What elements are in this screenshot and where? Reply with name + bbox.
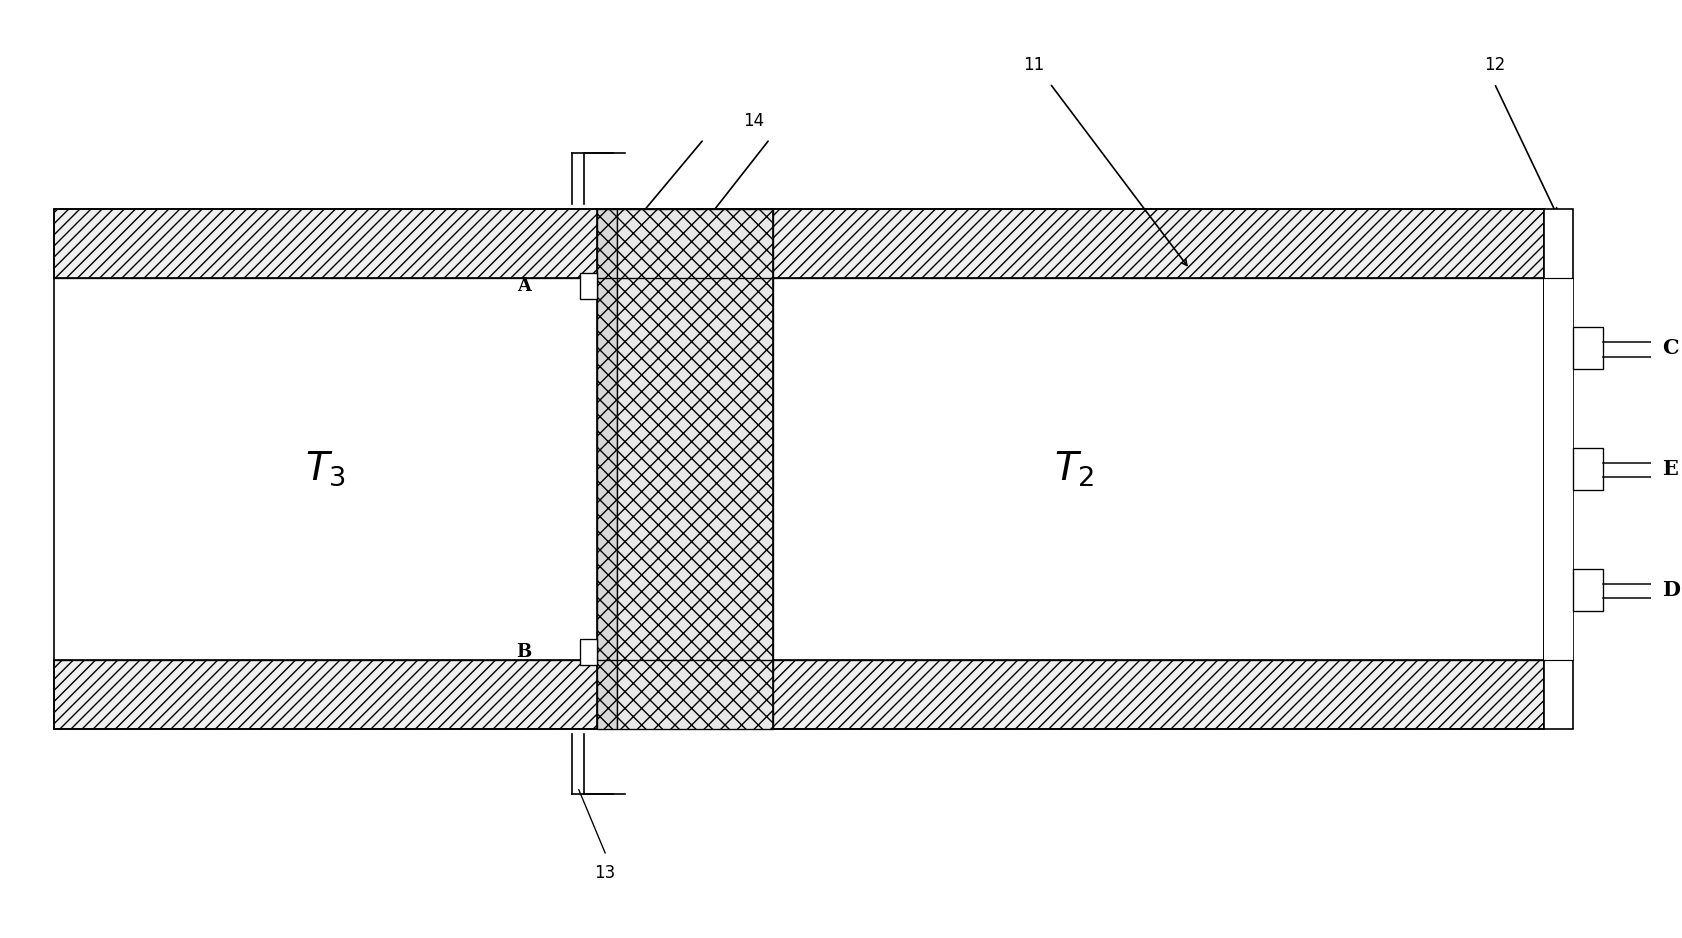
Text: 11: 11 xyxy=(1023,56,1045,74)
Text: 13: 13 xyxy=(594,864,616,882)
Bar xyxy=(54,659,1544,730)
Text: D: D xyxy=(1662,580,1680,600)
Text: $T_2$: $T_2$ xyxy=(1055,449,1095,489)
Text: C: C xyxy=(1662,338,1679,358)
Text: $T_3$: $T_3$ xyxy=(304,449,346,489)
Text: B: B xyxy=(516,643,532,660)
Bar xyxy=(580,273,597,299)
Text: A: A xyxy=(516,278,532,295)
Bar xyxy=(54,279,1544,659)
Bar xyxy=(1573,569,1603,611)
Text: 12: 12 xyxy=(1484,56,1505,74)
Text: 14: 14 xyxy=(743,112,764,129)
Bar xyxy=(1544,208,1573,730)
Bar xyxy=(597,208,617,730)
Text: E: E xyxy=(1662,459,1679,479)
Bar xyxy=(1573,448,1603,490)
Bar xyxy=(54,208,1544,279)
Bar xyxy=(617,208,774,730)
Bar xyxy=(580,639,597,665)
Bar xyxy=(1544,279,1573,659)
Bar xyxy=(54,208,1544,730)
Bar xyxy=(1573,327,1603,369)
